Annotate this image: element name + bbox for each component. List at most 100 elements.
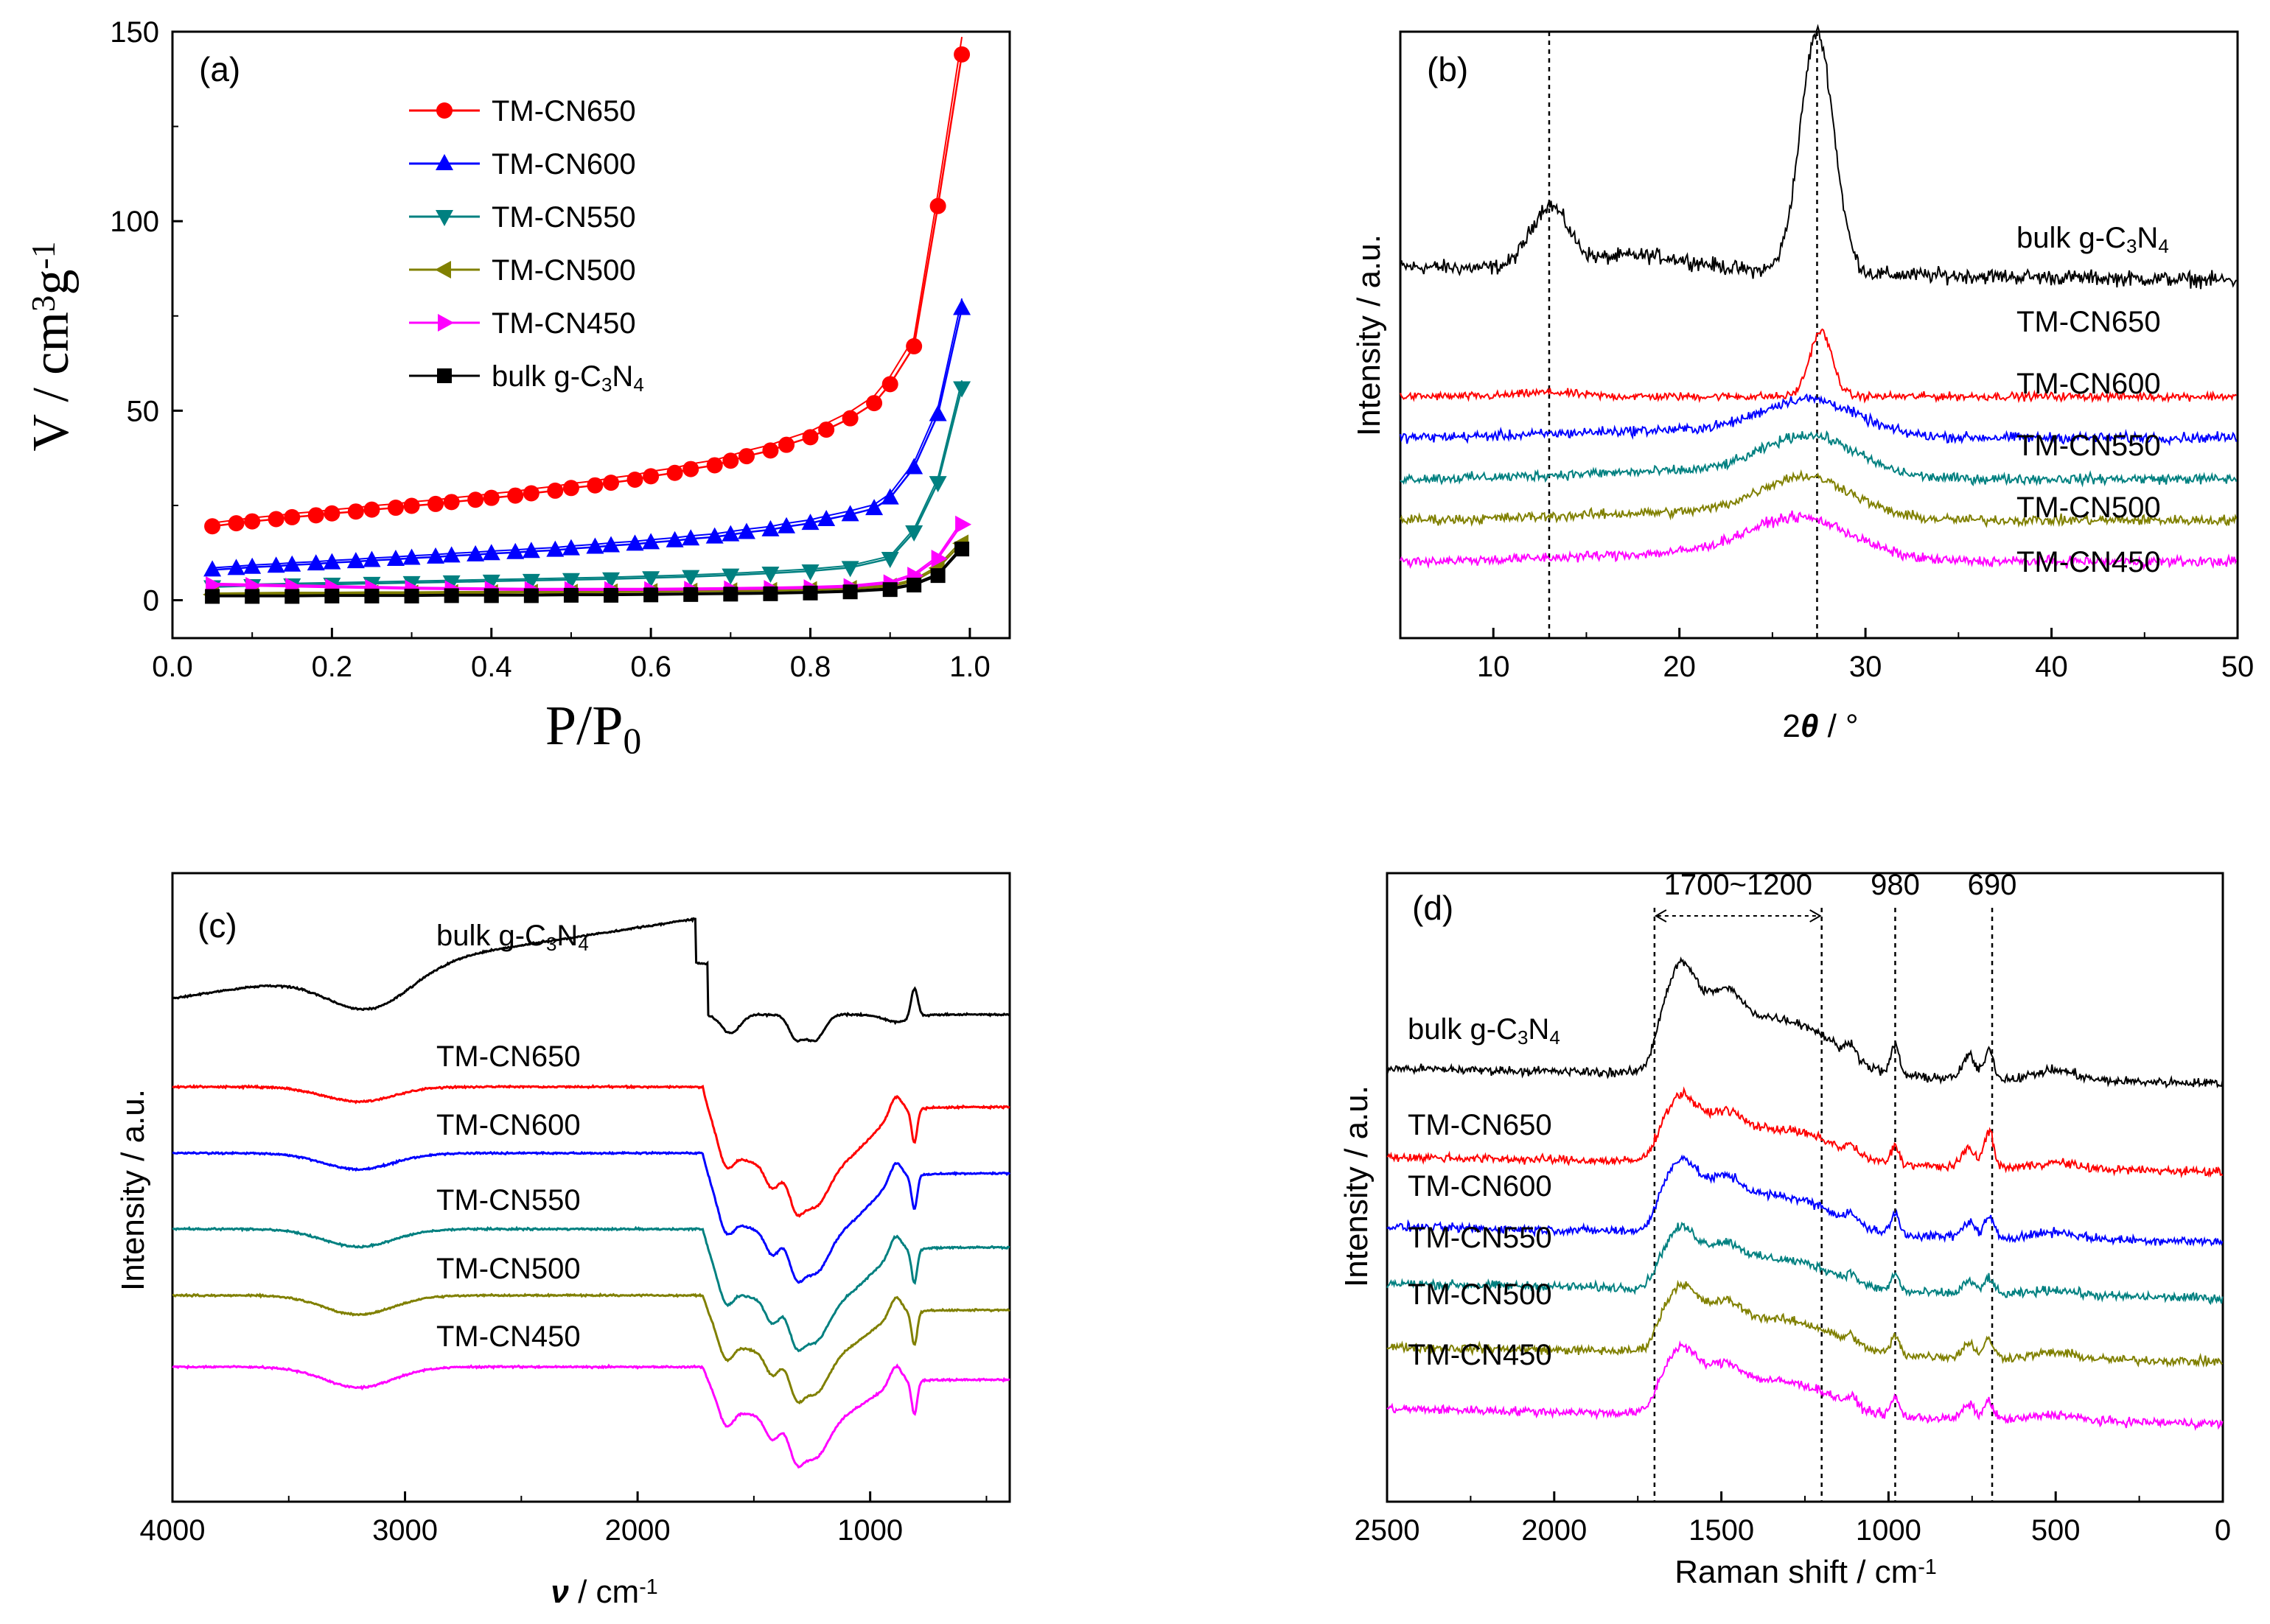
x-tick-label: 2500 [1355,1514,1420,1547]
data-point [307,507,324,524]
y-tick-label: 150 [110,16,159,49]
data-point [602,536,621,553]
series-label: TM-CN500 [436,1253,581,1285]
data-point [444,588,459,603]
data-point [866,395,883,412]
data-point [929,476,947,493]
data-point [953,381,971,398]
legend-label: TM-CN500 [492,254,636,287]
data-point [931,549,948,567]
data-point [436,102,453,119]
panel-a-bet-isotherms: 0.0 0.2 0.4 0.6 0.8 1.0 0 50 100 150 P/P0 V / cm3g-… [23,16,1011,761]
data-point [402,548,421,565]
x-axis-label: Raman shift / cm-1 [1674,1554,1937,1590]
data-point [205,589,220,604]
y-axis-label: Intensity / a.u. [1351,234,1387,436]
data-point [905,458,923,475]
series-line [1400,393,2238,447]
data-point [930,568,946,584]
data-point [203,560,222,577]
panel-label-d: (d) [1412,889,1453,927]
data-point [763,586,778,601]
data-point [562,573,580,589]
series-label: bulk g-C3N4 [2016,222,2169,257]
data-point [436,210,453,226]
x-tick-label: 3000 [372,1514,438,1547]
data-point [437,368,452,383]
data-point [324,505,340,522]
data-point [737,522,755,539]
data-point [244,513,261,530]
data-point [953,298,971,315]
data-point [364,588,380,603]
x-tick-label: 2000 [1521,1514,1587,1547]
data-point [761,567,780,584]
data-point [801,514,820,531]
x-tick-label: 2000 [605,1514,671,1547]
data-point [467,545,485,561]
series-line [1386,1221,2224,1306]
x-axis-label: 2θ / ° [1782,708,1858,744]
x-tick-label: 1500 [1688,1514,1754,1547]
data-point [683,587,699,602]
data-point [881,376,898,393]
series-line [212,308,963,571]
series-line [1386,1154,2224,1247]
series-label: TM-CN500 [2016,491,2161,524]
series-label: TM-CN650 [436,1040,581,1073]
data-point [881,488,899,505]
data-point [228,515,245,532]
data-point [586,537,604,554]
data-point [467,491,484,508]
data-point [562,539,580,556]
legend-label: TM-CN650 [492,95,636,127]
legend-label: bulk g-C3N4 [492,360,644,396]
data-point [284,508,301,525]
series-label: TM-CN450 [436,1320,581,1353]
data-point [705,527,724,544]
plot-frame [171,30,1011,640]
data-point [841,561,859,578]
series-line [1400,510,2238,570]
series-line [172,1083,1010,1218]
data-point [507,487,524,504]
x-tick-label: 0.2 [312,651,353,683]
data-point [438,314,454,332]
data-point [436,154,453,170]
data-point [404,588,419,603]
data-point [842,410,859,427]
data-point [403,497,420,514]
series-line [1400,24,2238,290]
y-axis-label: Intensity / a.u. [1338,1085,1375,1287]
data-point [666,464,683,481]
data-point [643,587,659,603]
data-point [483,588,499,603]
annotation-980: 980 [1871,869,1920,901]
series-line [1400,430,2238,488]
data-point [546,540,565,557]
annotation-690: 690 [1968,869,2017,901]
x-tick-label: 0.4 [471,651,512,683]
series-line [172,1225,1010,1353]
data-point [347,503,364,520]
data-point [865,499,884,516]
series-label: bulk g-C3N4 [1408,1013,1560,1049]
data-point [268,511,284,528]
x-tick-label: 0 [2215,1514,2231,1547]
data-point [666,531,684,547]
data-point [443,494,460,511]
data-point [324,588,340,603]
data-point [604,587,619,603]
data-point [905,525,923,542]
data-point [587,477,604,494]
arrow-head-left [1654,909,1667,923]
x-tick-label: 0.8 [790,651,831,683]
series-line [172,1292,1010,1405]
data-point [227,559,245,575]
x-tick-label: 0.0 [152,651,193,683]
data-point [603,475,620,491]
data-point [954,542,970,557]
data-point [442,546,461,563]
legend-label: TM-CN450 [492,307,636,340]
data-point [778,517,796,533]
